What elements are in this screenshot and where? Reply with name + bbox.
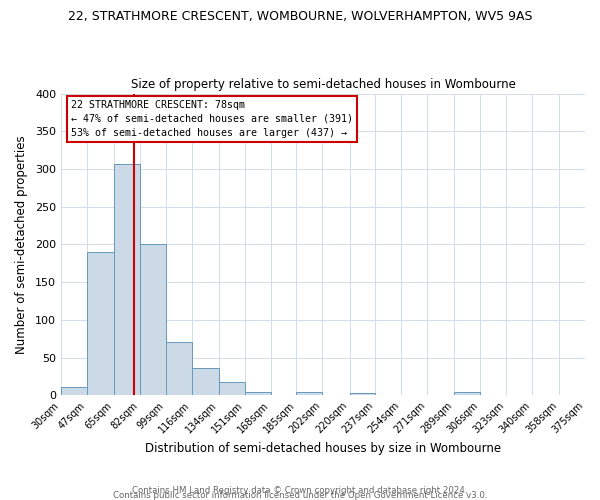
Bar	[296, 392, 322, 396]
Title: Size of property relative to semi-detached houses in Wombourne: Size of property relative to semi-detach…	[131, 78, 515, 91]
Text: 22 STRATHMORE CRESCENT: 78sqm
← 47% of semi-detached houses are smaller (391)
53: 22 STRATHMORE CRESCENT: 78sqm ← 47% of s…	[71, 100, 353, 138]
Bar	[61, 387, 87, 396]
Bar	[350, 393, 376, 396]
Bar	[219, 382, 245, 396]
X-axis label: Distribution of semi-detached houses by size in Wombourne: Distribution of semi-detached houses by …	[145, 442, 501, 455]
Bar	[87, 252, 114, 396]
Bar	[114, 164, 140, 396]
Bar	[454, 392, 480, 396]
Bar	[191, 368, 219, 396]
Text: Contains HM Land Registry data © Crown copyright and database right 2024.: Contains HM Land Registry data © Crown c…	[132, 486, 468, 495]
Bar	[166, 342, 191, 396]
Y-axis label: Number of semi-detached properties: Number of semi-detached properties	[15, 135, 28, 354]
Bar	[140, 244, 166, 396]
Text: 22, STRATHMORE CRESCENT, WOMBOURNE, WOLVERHAMPTON, WV5 9AS: 22, STRATHMORE CRESCENT, WOMBOURNE, WOLV…	[68, 10, 532, 23]
Text: Contains public sector information licensed under the Open Government Licence v3: Contains public sector information licen…	[113, 490, 487, 500]
Bar	[245, 392, 271, 396]
